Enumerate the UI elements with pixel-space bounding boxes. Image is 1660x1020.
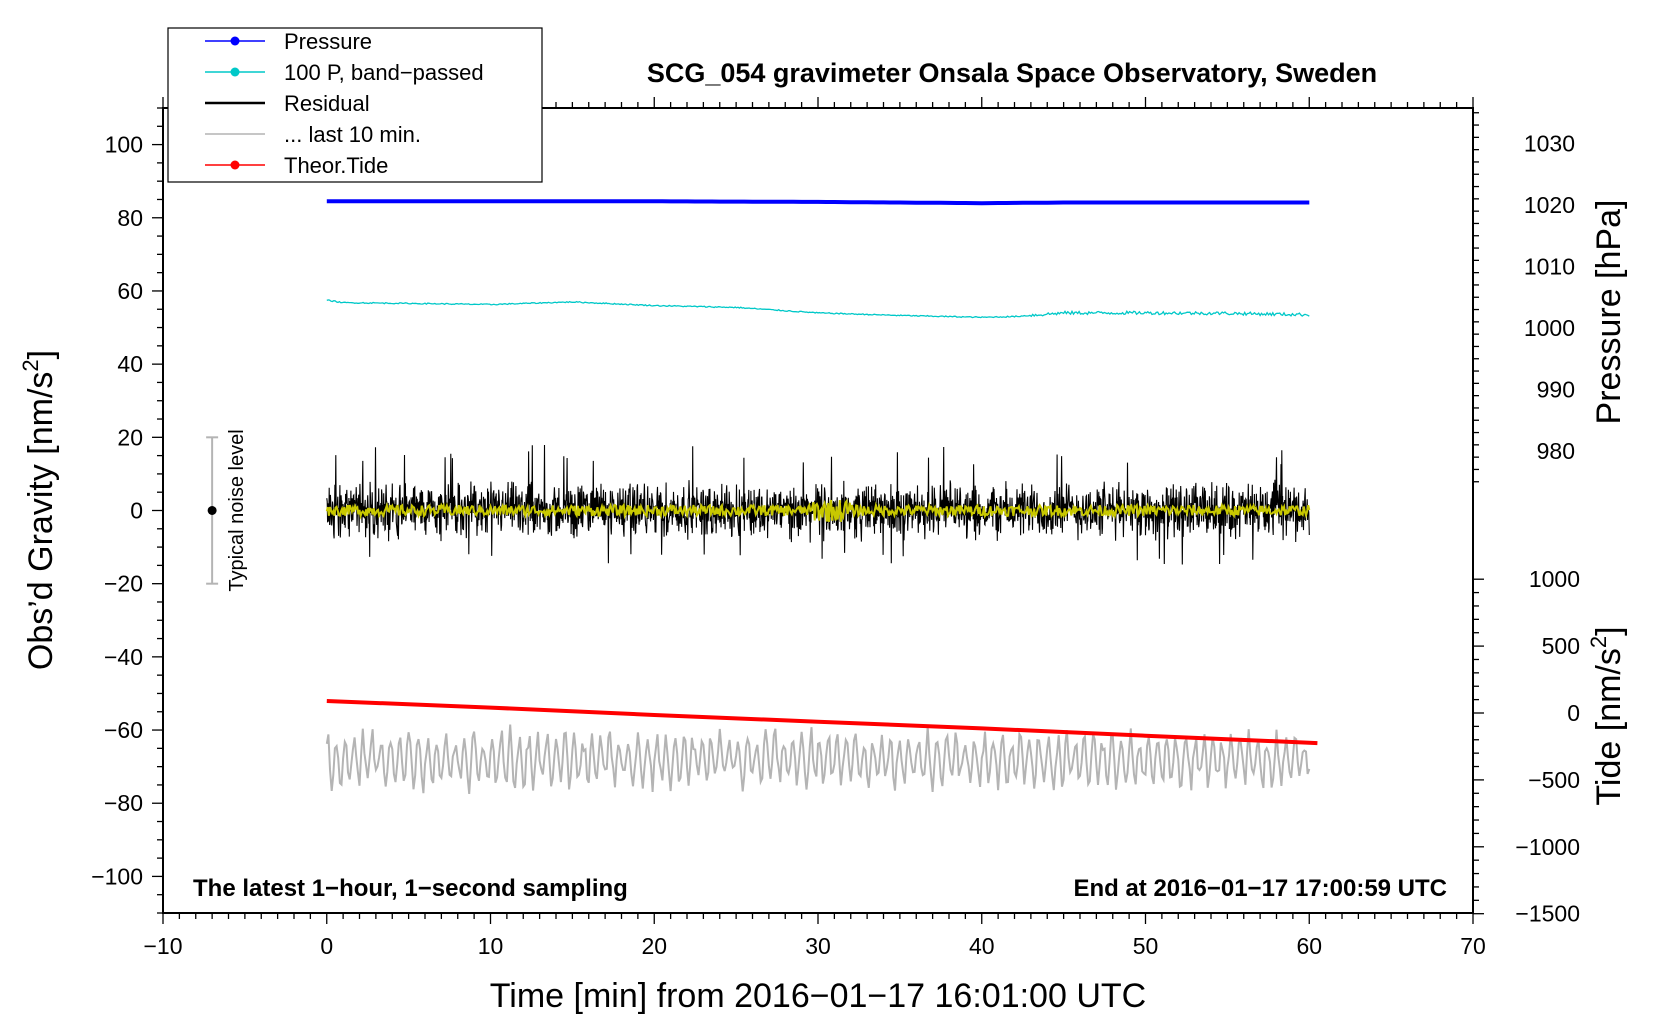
pressure-tick-label: 1030 bbox=[1524, 131, 1575, 157]
noise-level-indicator: Typical noise level bbox=[206, 429, 248, 592]
tide-tick-label: 1000 bbox=[1529, 566, 1580, 592]
y-tick-label: 20 bbox=[117, 424, 143, 450]
tide-tick-label: 0 bbox=[1567, 700, 1580, 726]
pressure-axis-title: Pressure [hPa] bbox=[1590, 200, 1628, 425]
legend-marker bbox=[230, 160, 240, 170]
y-tick-label: 60 bbox=[117, 278, 143, 304]
legend-label: Residual bbox=[284, 91, 370, 116]
tide-tick-label: 500 bbox=[1542, 633, 1580, 659]
series-pressure bbox=[326, 199, 1310, 206]
y-tick-label: 100 bbox=[105, 132, 143, 158]
tide-tick-label: −1000 bbox=[1515, 834, 1580, 860]
pressure-tick-label: 1020 bbox=[1524, 192, 1575, 218]
noise-level-label: Typical noise level bbox=[226, 429, 248, 591]
data-series bbox=[325, 199, 1318, 794]
y-axis-left-title-main: Obs’d Gravity [nm/s bbox=[22, 372, 60, 671]
x-tick-label: 20 bbox=[641, 933, 667, 959]
tide-axis-title: Tide [nm/s2] bbox=[1586, 626, 1628, 805]
legend: Pressure 100 P, band−passed Residual ... la… bbox=[167, 27, 543, 183]
y-tick-label: −80 bbox=[104, 790, 143, 816]
x-tick-label: 60 bbox=[1296, 933, 1322, 959]
y-tick-label: −20 bbox=[104, 571, 143, 597]
legend-label: Pressure bbox=[284, 29, 372, 54]
series-last-10-min bbox=[325, 724, 1311, 794]
y-tick-label: 0 bbox=[130, 498, 143, 524]
x-tick-label: 0 bbox=[320, 933, 333, 959]
tide-tick-label: −1500 bbox=[1515, 901, 1580, 927]
y-tick-label: −40 bbox=[104, 644, 143, 670]
legend-label: Theor.Tide bbox=[284, 153, 388, 178]
series-band-passed-pressure bbox=[326, 299, 1310, 319]
axis-ticks: −10 0 10 20 30 40 50 60 70−100−80−60−40−20020406… bbox=[91, 97, 1580, 959]
x-tick-label: −10 bbox=[143, 933, 182, 959]
x-axis-title: Time [min] from 2016−01−17 16:01:00 UTC bbox=[490, 977, 1146, 1015]
x-tick-label: 30 bbox=[805, 933, 831, 959]
pressure-tick-label: 980 bbox=[1537, 438, 1575, 464]
series-residual-smoothed bbox=[325, 498, 1311, 522]
y-axis-left-title-end: ] bbox=[22, 350, 60, 359]
y-tick-label: −100 bbox=[91, 863, 143, 889]
tide-axis-title-main: Tide [nm/s bbox=[1590, 648, 1628, 805]
annotation-end-time: End at 2016−01−17 17:00:59 UTC bbox=[1073, 875, 1447, 902]
x-tick-label: 10 bbox=[478, 933, 504, 959]
y-tick-label: −60 bbox=[104, 717, 143, 743]
y-axis-left-title-sup: 2 bbox=[18, 359, 43, 371]
legend-marker bbox=[230, 67, 240, 77]
x-tick-label: 70 bbox=[1460, 933, 1486, 959]
noise-bar-center-dot bbox=[207, 506, 217, 515]
legend-box bbox=[167, 27, 543, 183]
chart-title: SCG_054 gravimeter Onsala Space Observat… bbox=[647, 58, 1377, 88]
tide-tick-label: −500 bbox=[1528, 767, 1580, 793]
pressure-tick-label: 1000 bbox=[1524, 315, 1575, 341]
x-tick-label: 50 bbox=[1133, 933, 1159, 959]
x-tick-label: 40 bbox=[969, 933, 995, 959]
legend-marker bbox=[230, 36, 240, 46]
legend-label: ... last 10 min. bbox=[284, 122, 421, 147]
series-theoretical-tide bbox=[326, 699, 1318, 746]
pressure-tick-label: 1010 bbox=[1524, 254, 1575, 280]
tide-axis-title-sup: 2 bbox=[1586, 636, 1611, 648]
tide-axis-title-end: ] bbox=[1590, 626, 1628, 635]
y-tick-label: 80 bbox=[117, 205, 143, 231]
annotation-sampling: The latest 1−hour, 1−second sampling bbox=[193, 875, 628, 902]
legend-label: 100 P, band−passed bbox=[284, 60, 484, 85]
pressure-tick-label: 990 bbox=[1537, 377, 1575, 403]
y-axis-left-title: Obs’d Gravity [nm/s2] bbox=[18, 350, 60, 670]
y-tick-label: 40 bbox=[117, 351, 143, 377]
